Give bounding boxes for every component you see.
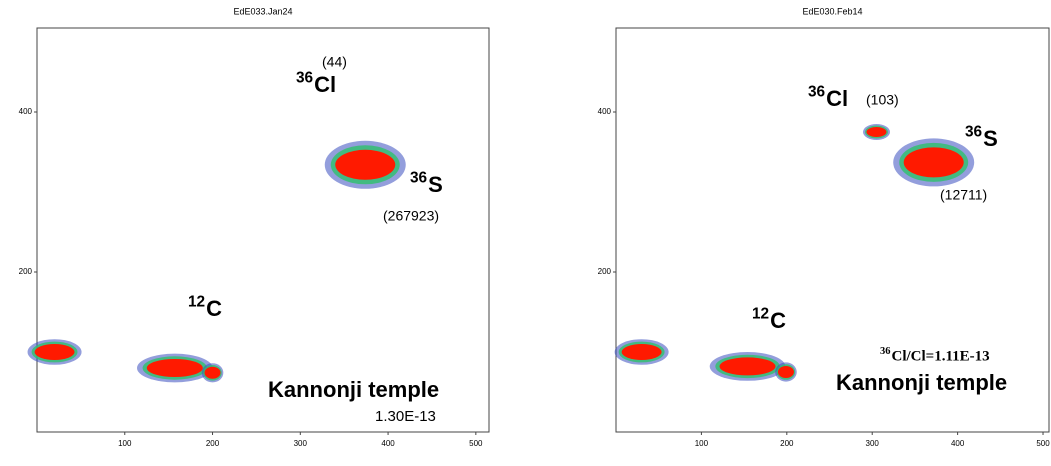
y-tick-label: 200 xyxy=(19,267,33,276)
annotation: C xyxy=(206,296,222,321)
y-tick-label: 400 xyxy=(598,107,612,116)
x-tick-label: 100 xyxy=(695,439,709,448)
annotation: (44) xyxy=(322,54,347,70)
x-tick-label: 200 xyxy=(780,439,794,448)
annotation: (12711) xyxy=(940,187,987,203)
annotation: Cl xyxy=(314,72,336,97)
density-cluster xyxy=(201,363,224,383)
density-cluster xyxy=(775,362,797,382)
cluster-core xyxy=(866,127,887,137)
cluster-core xyxy=(777,366,794,378)
y-tick-label: 200 xyxy=(598,267,612,276)
annotation: 1.30E-13 xyxy=(375,408,436,425)
cluster-core xyxy=(34,344,75,360)
chart-title: EdE030.Feb14 xyxy=(802,6,862,16)
x-tick-label: 100 xyxy=(118,439,132,448)
annotation-superscript: 36 xyxy=(880,346,891,357)
chart-title: EdE033.Jan24 xyxy=(233,6,292,16)
x-tick-label: 300 xyxy=(866,439,880,448)
x-tick-label: 300 xyxy=(294,439,308,448)
annotation-superscript: 12 xyxy=(752,305,769,322)
cluster-core xyxy=(621,344,662,360)
x-tick-label: 200 xyxy=(206,439,220,448)
annotation: (103) xyxy=(866,92,899,108)
y-tick-label: 400 xyxy=(19,107,33,116)
density-cluster xyxy=(136,353,213,383)
cluster-core xyxy=(335,149,396,180)
annotation-superscript: 36 xyxy=(808,83,825,100)
density-cluster xyxy=(27,339,82,365)
annotation: C xyxy=(770,308,786,333)
cluster-core xyxy=(146,359,203,377)
plot-frame xyxy=(36,27,490,433)
x-tick-label: 500 xyxy=(1036,439,1050,448)
annotation: Cl/Cl=1.11E-13 xyxy=(892,348,990,364)
x-tick-label: 500 xyxy=(469,439,483,448)
density-cluster xyxy=(709,352,786,381)
plot-frame xyxy=(615,27,1050,433)
annotation-superscript: 12 xyxy=(188,293,205,310)
density-cluster xyxy=(324,140,406,189)
x-tick-label: 400 xyxy=(381,439,395,448)
x-tick-label: 400 xyxy=(951,439,965,448)
cluster-core xyxy=(204,366,221,379)
cluster-core xyxy=(719,357,776,376)
annotation-superscript: 36 xyxy=(296,69,313,86)
annotation: S xyxy=(428,172,443,197)
annotation: Cl xyxy=(826,86,848,111)
annotation-superscript: 36 xyxy=(410,169,427,186)
annotation-superscript: 36 xyxy=(965,123,982,140)
density-cluster xyxy=(614,339,669,365)
annotation: (267923) xyxy=(383,208,439,224)
density-cluster xyxy=(893,138,975,187)
annotation: S xyxy=(983,126,998,151)
density-cluster xyxy=(862,124,890,140)
annotation: Kannonji temple xyxy=(268,377,439,402)
annotation: Kannonji temple xyxy=(836,370,1007,395)
cluster-core xyxy=(903,147,964,178)
